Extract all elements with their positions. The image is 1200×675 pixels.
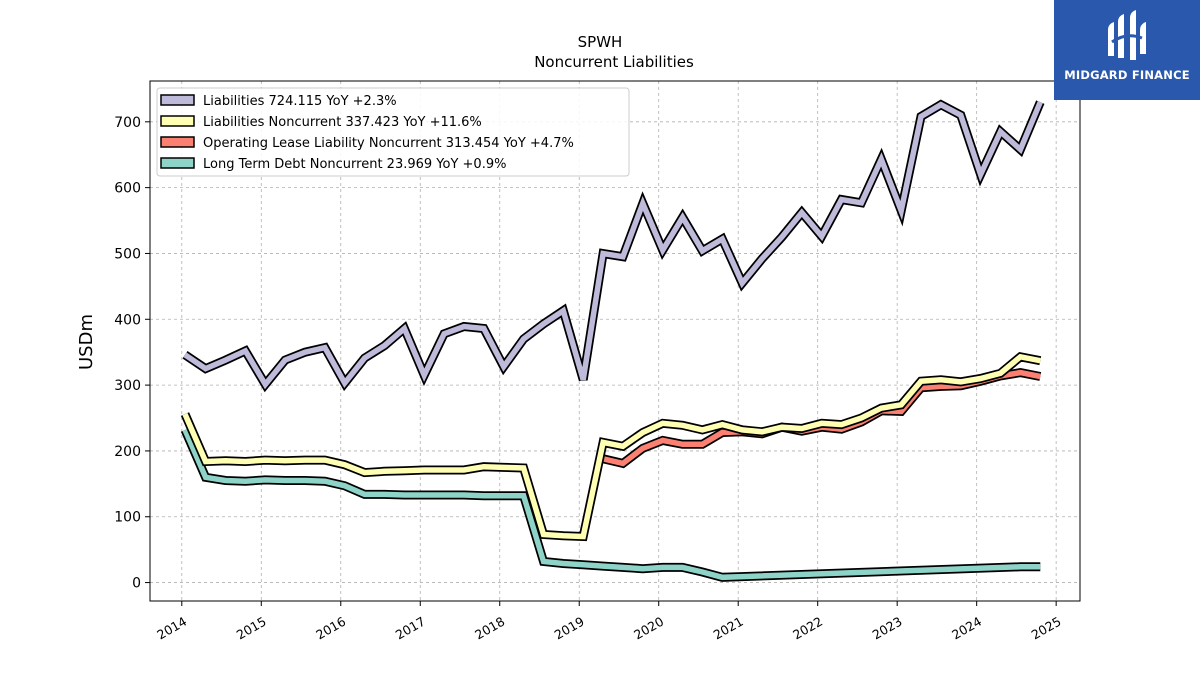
x-tick-label: 2016 xyxy=(313,614,348,643)
grid xyxy=(150,81,1080,601)
series-line-outline xyxy=(602,368,1042,469)
x-tick-label: 2020 xyxy=(631,614,666,643)
legend-swatch xyxy=(160,157,195,169)
x-tick-label: 2015 xyxy=(234,614,269,643)
legend-swatch xyxy=(160,115,195,127)
y-tick-label: 700 xyxy=(114,115,141,131)
plot-frame xyxy=(149,80,1081,602)
x-tick-label: 2022 xyxy=(790,614,825,643)
series-line xyxy=(182,428,1041,581)
x-tick-label: 2024 xyxy=(949,614,984,643)
y-tick-label: 600 xyxy=(114,181,141,197)
series-long-term-debt-noncurrent xyxy=(180,428,1041,582)
series-liabilities xyxy=(182,99,1045,393)
chart-subtitle: Noncurrent Liabilities xyxy=(534,53,694,71)
legend-swatch xyxy=(160,94,195,106)
y-tick-label: 500 xyxy=(114,246,141,262)
y-tick-label: 0 xyxy=(132,576,141,592)
series-operating-lease-liability-noncurrent xyxy=(602,368,1042,469)
legend: Liabilities 724.115 YoY +2.3% Liabilities… xyxy=(156,87,630,177)
series-line xyxy=(182,353,1041,540)
legend-entry-label: Liabilities 724.115 YoY +2.3% xyxy=(203,94,397,109)
series-line xyxy=(183,101,1043,390)
legend-swatch xyxy=(160,136,195,148)
series-liabilities-noncurrent xyxy=(180,351,1042,542)
x-tick-label: 2018 xyxy=(472,614,507,643)
brand-mark-icon xyxy=(1108,10,1146,60)
chart-title: SPWH xyxy=(578,33,623,51)
brand-name: MIDGARD FINANCE xyxy=(1064,68,1190,82)
legend-entry-label: Operating Lease Liability Noncurrent 313… xyxy=(203,136,574,151)
legend-entry-label: Long Term Debt Noncurrent 23.969 YoY +0.… xyxy=(203,157,506,172)
x-tick-label: 2014 xyxy=(154,614,189,643)
series-layer xyxy=(180,99,1045,582)
legend-box xyxy=(156,87,630,177)
series-line-outline xyxy=(180,428,1041,582)
x-tick-label: 2025 xyxy=(1029,614,1064,643)
y-tick-label: 100 xyxy=(114,510,141,526)
x-tick-label: 2021 xyxy=(711,614,746,643)
legend-entry-label: Liabilities Noncurrent 337.423 YoY +11.6… xyxy=(203,115,482,130)
y-tick-label: 400 xyxy=(114,312,141,328)
x-tick-label: 2023 xyxy=(870,614,905,643)
y-tick-label: 200 xyxy=(114,444,141,460)
x-tick-label: 2019 xyxy=(552,614,587,643)
brand-logo: MIDGARD FINANCE xyxy=(1054,0,1200,100)
x-tick-label: 2017 xyxy=(393,614,428,643)
y-tick-label: 300 xyxy=(114,378,141,394)
y-axis-label: USDm xyxy=(76,314,97,370)
